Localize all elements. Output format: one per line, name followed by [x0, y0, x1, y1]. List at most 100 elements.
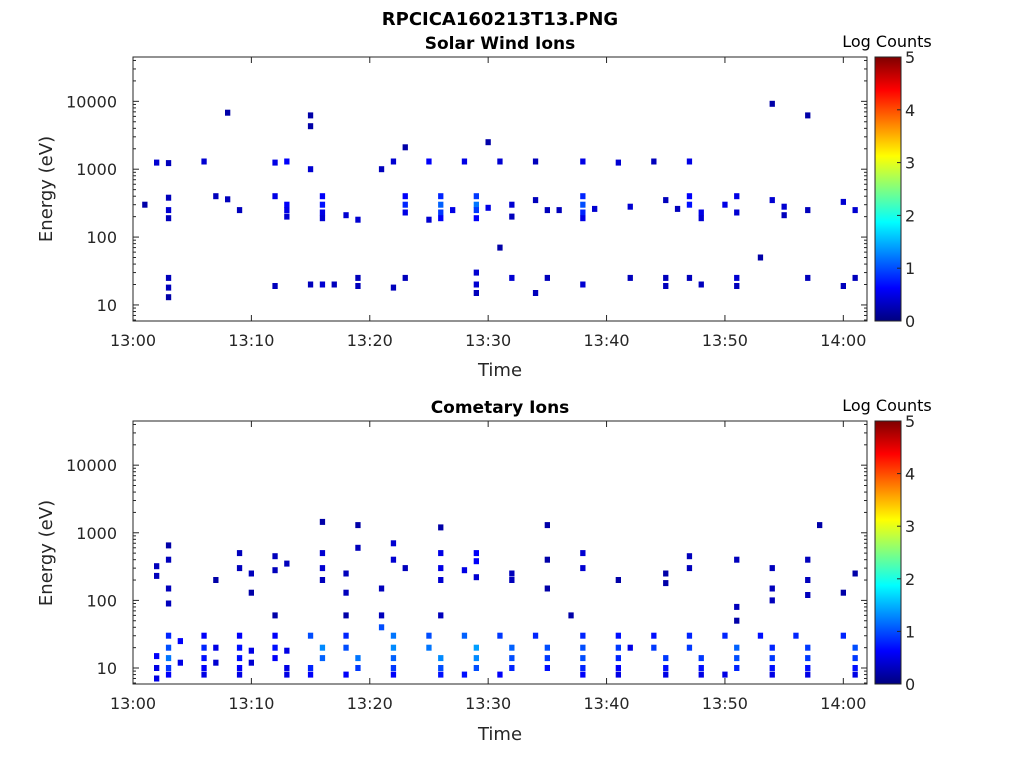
heatmap-cell — [473, 193, 479, 200]
heatmap-cell — [402, 565, 408, 572]
heatmap-cell — [615, 671, 621, 678]
heatmap-cell — [580, 281, 586, 288]
heatmap-cell — [154, 665, 160, 671]
x-tick-label: 13:30 — [465, 694, 511, 713]
heatmap-cell — [390, 671, 397, 678]
heatmap-cell — [343, 589, 349, 596]
heatmap-cell — [544, 665, 550, 671]
heatmap-cell — [580, 193, 586, 200]
heatmap-cell — [213, 577, 219, 583]
heatmap-cell — [497, 671, 503, 678]
heatmap-cell — [248, 659, 254, 666]
heatmap-cell — [426, 644, 432, 651]
heatmap-cell — [284, 213, 290, 220]
heatmap-cell — [686, 553, 693, 560]
heatmap-cell — [852, 644, 858, 651]
heatmap-cell — [201, 632, 207, 639]
heatmap-cell — [165, 655, 172, 662]
heatmap-cell — [757, 632, 764, 639]
heatmap-cell — [390, 284, 397, 291]
heatmap-cell — [734, 655, 740, 662]
heatmap-cell — [805, 577, 811, 583]
heatmap-cell — [284, 207, 290, 214]
heatmap-cell — [544, 522, 550, 529]
heatmap-cell — [734, 617, 740, 624]
heatmap-cell — [734, 665, 740, 671]
y-tick-label: 10000 — [66, 92, 117, 111]
heatmap-cell — [319, 201, 326, 208]
colorbar-tick-label: 1 — [905, 259, 915, 278]
heatmap-cell — [497, 632, 503, 639]
heatmap-cell — [165, 274, 172, 281]
heatmap-cell — [509, 570, 515, 577]
y-tick-label: 100 — [86, 228, 117, 247]
heatmap-cell — [663, 197, 669, 204]
x-tick-label: 13:30 — [465, 331, 511, 350]
heatmap-cell — [165, 294, 172, 301]
heatmap-cell — [473, 281, 479, 288]
heatmap-cell — [473, 655, 479, 662]
heatmap-cell — [734, 644, 740, 651]
heatmap-cell — [805, 644, 811, 651]
heatmap-cell — [852, 274, 858, 281]
heatmap-cell — [284, 671, 290, 678]
heatmap-cell — [355, 522, 361, 529]
heatmap-cell — [343, 570, 349, 577]
heatmap-cell — [805, 665, 811, 671]
heatmap-cell — [781, 203, 787, 210]
heatmap-cell — [580, 632, 586, 639]
heatmap-cell — [402, 144, 408, 151]
heatmap-cell — [461, 567, 468, 574]
heatmap-cell — [165, 632, 172, 639]
heatmap-cell — [402, 209, 408, 216]
heatmap-cell — [793, 632, 799, 639]
heatmap-cell — [438, 524, 444, 531]
heatmap-cell — [852, 671, 858, 678]
heatmap-cell — [580, 550, 586, 557]
heatmap-cell — [236, 550, 243, 557]
heatmap-cell — [698, 671, 704, 678]
heatmap-cell — [201, 158, 207, 165]
heatmap-cell — [165, 207, 172, 214]
heatmap-cell — [473, 558, 479, 565]
heatmap-cell — [390, 540, 397, 547]
heatmap-cell — [532, 290, 539, 296]
heatmap-cell — [248, 589, 254, 596]
heatmap-cell — [663, 274, 669, 281]
heatmap-cell — [165, 600, 172, 607]
heatmap-cell — [532, 197, 539, 204]
heatmap-cell — [154, 572, 160, 579]
heatmap-cell — [769, 100, 775, 107]
heatmap-cell — [805, 592, 811, 598]
heatmap-cell — [236, 565, 243, 572]
heatmap-cell — [284, 201, 290, 208]
heatmap-cell — [473, 207, 479, 214]
heatmap-cell — [473, 215, 479, 222]
heatmap-cell — [769, 655, 775, 662]
heatmap-cell — [438, 671, 444, 678]
heatmap-cell — [213, 644, 219, 651]
figure-title: RPCICA160213T13.PNG — [382, 9, 618, 30]
heatmap-cell — [615, 159, 621, 166]
heatmap-cell — [355, 216, 361, 223]
heatmap-cell — [473, 574, 479, 581]
heatmap-cell — [307, 281, 314, 288]
heatmap-cell — [272, 193, 278, 200]
heatmap-cell — [201, 644, 207, 651]
heatmap-cell — [627, 274, 633, 281]
x-ticks: 13:00 13:10 13:20 13:30 13:40 13:50 14:00 — [110, 421, 866, 713]
heatmap-cell — [580, 209, 586, 216]
heatmap-cell — [532, 632, 539, 639]
heatmap-cell — [272, 612, 278, 619]
heatmap-cell — [390, 644, 397, 651]
heatmap-cell — [817, 522, 823, 529]
heatmap-cell — [319, 644, 326, 651]
heatmap-cell — [165, 194, 172, 201]
heatmap-cell — [355, 665, 361, 671]
heatmap-cell — [509, 644, 515, 651]
y-tick-label: 1000 — [76, 160, 117, 179]
x-tick-label: 13:00 — [110, 331, 156, 350]
heatmap-cell — [580, 665, 586, 671]
heatmap-cell — [686, 644, 693, 651]
